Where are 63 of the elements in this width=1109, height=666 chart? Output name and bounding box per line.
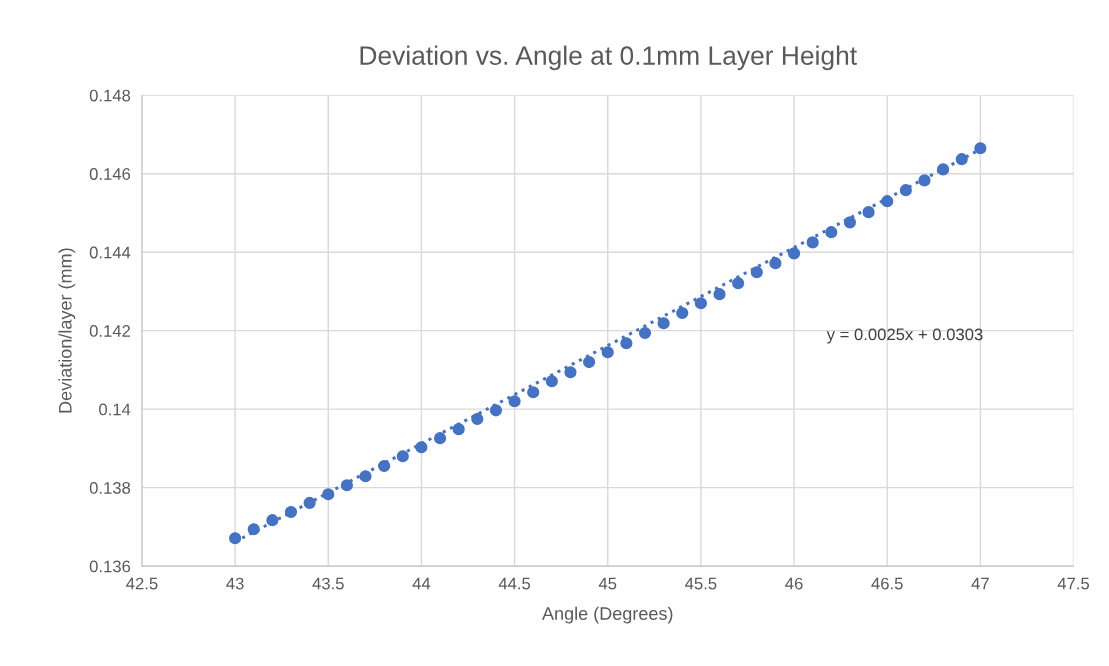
x-axis-title: Angle (Degrees) <box>542 606 673 624</box>
point <box>787 247 801 260</box>
point <box>806 236 819 249</box>
point <box>657 317 670 330</box>
point <box>266 514 279 527</box>
point <box>433 432 447 445</box>
point <box>583 355 596 369</box>
point <box>322 488 335 501</box>
point <box>713 288 726 301</box>
point <box>359 470 372 483</box>
y-axis-title: Deviation/layer (mm) <box>58 248 76 413</box>
point <box>340 479 353 492</box>
point <box>545 375 558 388</box>
x-tick-label: 43.5 <box>312 577 344 590</box>
point <box>489 404 503 417</box>
annotation: y = 0.0025x + 0.0303 <box>826 328 983 344</box>
point <box>452 423 465 436</box>
point <box>396 450 409 463</box>
point <box>750 266 763 279</box>
point <box>825 226 838 239</box>
point <box>247 523 260 536</box>
x-tick-label: 44 <box>412 577 431 590</box>
x-tick-label: 44.5 <box>498 577 531 590</box>
point <box>284 505 298 519</box>
y-tick-label: 0.138 <box>89 482 131 494</box>
point <box>732 277 745 290</box>
point <box>303 496 316 510</box>
chart-title: Deviation vs. Angle at 0.1mm Layer Height <box>360 45 857 71</box>
x-tick-label: 42.5 <box>126 577 158 590</box>
x-tick-label: 45 <box>598 577 617 590</box>
point <box>527 386 540 399</box>
x-tick-label: 43 <box>226 577 244 590</box>
point <box>694 297 707 310</box>
x-tick-label: 47.5 <box>1057 577 1090 590</box>
point <box>899 184 912 197</box>
point <box>881 195 894 208</box>
point <box>471 412 484 426</box>
point <box>937 163 950 176</box>
x-tick-label: 45.5 <box>685 577 717 590</box>
point <box>415 441 428 454</box>
point <box>955 153 968 166</box>
point <box>862 206 875 219</box>
point <box>769 257 782 270</box>
point <box>918 174 931 187</box>
y-tick-label: 0.146 <box>89 168 131 180</box>
point <box>601 346 614 359</box>
y-tick-label: 0.142 <box>89 325 131 337</box>
point <box>843 216 857 229</box>
point <box>378 459 391 473</box>
point <box>638 326 652 340</box>
y-tick-label: 0.144 <box>89 246 131 259</box>
x-tick-label: 47 <box>971 577 989 590</box>
y-tick-label: 0.14 <box>99 403 131 416</box>
point <box>564 366 577 379</box>
point <box>508 395 521 408</box>
x-tick-label: 46 <box>785 577 803 590</box>
point <box>620 337 633 350</box>
y-tick-label: 0.136 <box>89 560 131 573</box>
point <box>974 142 987 155</box>
point <box>676 306 689 320</box>
point <box>229 532 242 545</box>
x-tick-label: 46.5 <box>871 577 903 590</box>
y-tick-label: 0.148 <box>89 89 131 102</box>
